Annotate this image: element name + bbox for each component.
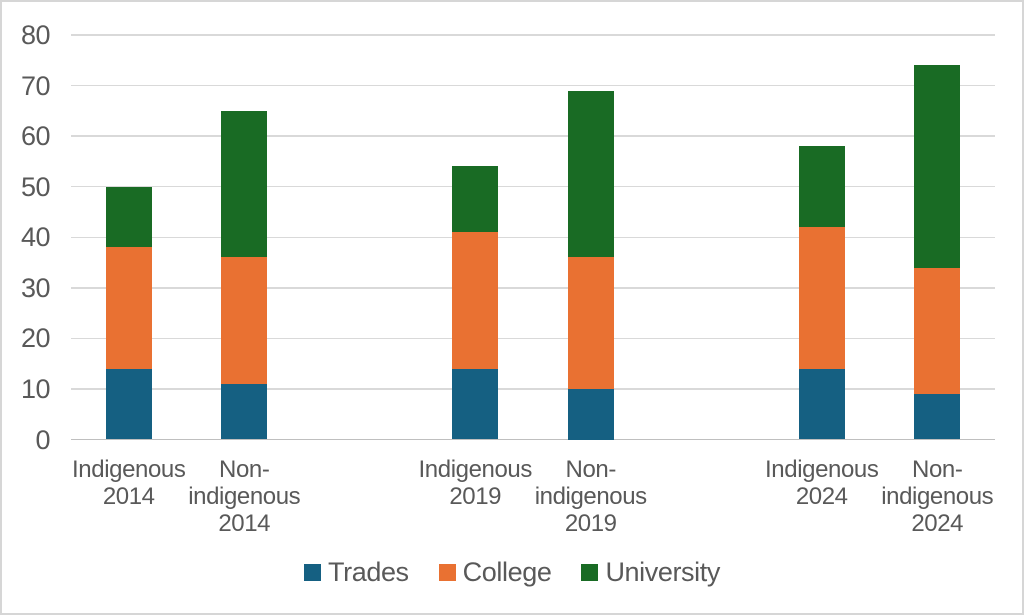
bar-segment-trades: [567, 388, 614, 440]
y-tick-label: 50: [20, 171, 51, 202]
y-tick-label: 40: [20, 222, 51, 253]
x-category-label-line: Non-: [219, 456, 270, 483]
bar-segment-university: [567, 90, 614, 258]
x-category-label-line: Indigenous: [765, 456, 879, 483]
x-category-label-line: Indigenous: [72, 456, 186, 483]
x-category-label: Indigenous 2024: [737, 456, 907, 510]
gridline: [71, 236, 995, 238]
x-category-label-line: 2014: [102, 483, 155, 510]
x-category-label-line: indigenous: [188, 483, 301, 510]
x-category-label-line: Indigenous: [418, 456, 533, 483]
legend-swatch-icon: [438, 564, 456, 581]
bar-segment-trades: [452, 368, 499, 440]
y-tick-label: 80: [20, 20, 51, 50]
x-category-label-line: 2019: [449, 483, 502, 510]
bar-segment-college: [452, 232, 499, 369]
y-tick-label: 0: [35, 424, 50, 455]
gridline: [71, 185, 995, 188]
x-category-label-line: Non-: [912, 456, 963, 483]
legend-swatch-icon: [581, 564, 599, 581]
x-category-label-line: 2014: [218, 510, 271, 537]
bar-segment-trades: [105, 368, 152, 440]
gridline: [71, 388, 995, 390]
gridline: [71, 84, 995, 87]
y-tick-label: 30: [20, 272, 51, 303]
x-category-label: Non-indigenous 2014: [159, 456, 329, 537]
x-category-label-line: indigenous: [534, 483, 648, 510]
legend-swatch-icon: [304, 564, 322, 581]
legend-item-college: College: [438, 557, 552, 588]
x-category-label: Non-indigenous 2024: [852, 456, 1022, 537]
y-tick-label: 20: [20, 323, 51, 354]
legend-label: University: [605, 557, 720, 587]
bar-segment-university: [914, 65, 961, 268]
bar-segment-university: [105, 186, 152, 248]
legend-item-trades: Trades: [304, 557, 409, 588]
x-category-label: Non-indigenous 2019: [506, 456, 676, 537]
x-category-label: Indigenous 2019: [390, 456, 560, 510]
bar-segment-college: [798, 227, 845, 369]
legend: Trades College University: [2, 557, 1022, 588]
legend-item-university: University: [581, 557, 720, 588]
bar-segment-college: [105, 247, 152, 369]
legend-label: Trades: [328, 557, 409, 587]
x-category-label-line: 2019: [564, 510, 617, 537]
x-category-label-line: Non-: [565, 456, 617, 483]
gridline: [71, 287, 995, 289]
x-axis-line: [71, 438, 995, 441]
y-tick-label: 70: [20, 70, 51, 101]
bar-segment-trades: [221, 383, 268, 440]
legend-label: College: [462, 557, 552, 587]
bar-segment-college: [914, 267, 961, 394]
bar-segment-university: [798, 146, 845, 228]
x-category-label-line: 2024: [795, 483, 848, 510]
bar-segment-college: [221, 257, 268, 384]
bar-segment-trades: [914, 393, 961, 440]
x-category-label: Indigenous 2014: [44, 456, 214, 510]
y-tick-label: 10: [20, 373, 51, 404]
gridline: [71, 337, 995, 340]
bar-segment-college: [567, 257, 614, 389]
x-category-label-line: indigenous: [881, 483, 994, 510]
bar-segment-university: [452, 166, 499, 233]
gridline: [71, 135, 995, 137]
bar-segment-trades: [798, 368, 845, 440]
gridline: [71, 34, 995, 36]
bar-segment-university: [221, 110, 268, 258]
y-tick-label: 60: [20, 121, 51, 152]
x-category-label-line: 2024: [911, 510, 964, 537]
